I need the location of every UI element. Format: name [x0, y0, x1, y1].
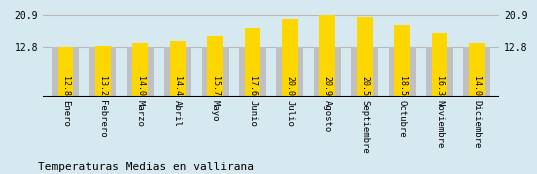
Bar — [432, 33, 447, 97]
Bar — [394, 25, 410, 97]
Text: Temperaturas Medias en vallirana: Temperaturas Medias en vallirana — [38, 162, 253, 172]
Text: 17.6: 17.6 — [248, 76, 257, 96]
Text: 15.7: 15.7 — [211, 76, 220, 96]
Text: 20.5: 20.5 — [360, 76, 369, 96]
Bar — [282, 19, 297, 97]
Bar — [201, 47, 229, 97]
Text: 13.2: 13.2 — [98, 76, 107, 96]
Text: 14.4: 14.4 — [173, 76, 182, 96]
Bar — [426, 47, 453, 97]
Bar — [127, 47, 154, 97]
Bar — [133, 42, 148, 97]
Bar — [164, 47, 191, 97]
Bar — [469, 42, 485, 97]
Bar — [89, 47, 117, 97]
Bar — [320, 15, 335, 97]
Text: 20.0: 20.0 — [285, 76, 294, 96]
Bar — [351, 47, 378, 97]
Bar — [245, 28, 260, 97]
Bar — [463, 47, 490, 97]
Bar — [357, 17, 373, 97]
Text: 12.8: 12.8 — [61, 76, 70, 96]
Bar — [57, 47, 73, 97]
Bar — [389, 47, 416, 97]
Bar — [95, 46, 111, 97]
Text: 16.3: 16.3 — [435, 76, 444, 96]
Bar — [52, 47, 79, 97]
Text: 20.9: 20.9 — [323, 76, 332, 96]
Bar — [239, 47, 266, 97]
Bar — [207, 36, 223, 97]
Bar — [314, 47, 341, 97]
Bar — [277, 47, 303, 97]
Text: 14.0: 14.0 — [136, 76, 145, 96]
Bar — [170, 41, 185, 97]
Text: 14.0: 14.0 — [473, 76, 482, 96]
Text: 18.5: 18.5 — [397, 76, 407, 96]
